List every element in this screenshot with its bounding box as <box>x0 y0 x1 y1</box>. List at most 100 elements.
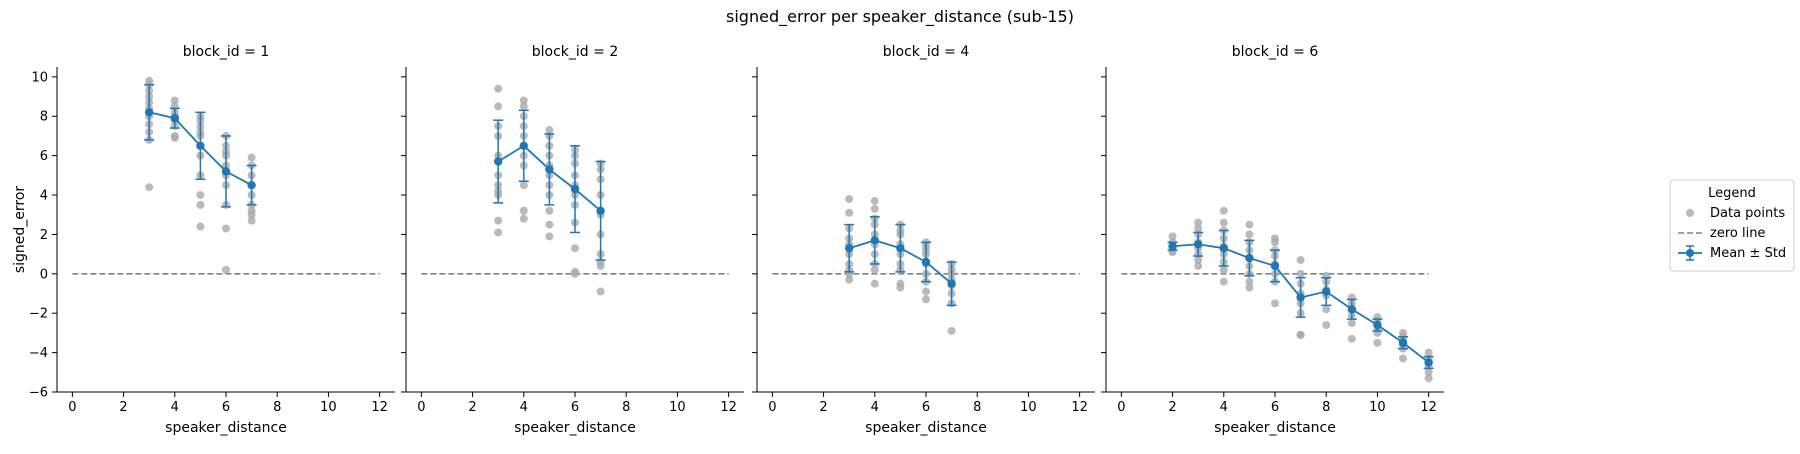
mean-marker <box>1219 244 1228 253</box>
x-axis-label: speaker_distance <box>1214 420 1336 436</box>
mean-marker <box>1373 320 1382 330</box>
mean-marker <box>1424 358 1433 367</box>
data-point <box>247 216 256 225</box>
y-tick-label: −6 <box>29 386 48 401</box>
data-point <box>1296 256 1305 265</box>
legend-frame <box>1669 179 1795 272</box>
panel-3: block_id = 4 0 2 4 6 8 10 12 speaker_distance <box>752 44 1095 436</box>
panel-title: block_id = 4 <box>883 44 970 60</box>
x-tick-label: 6 <box>922 400 930 415</box>
x-tick-label: 8 <box>973 400 981 415</box>
y-tick-label: 10 <box>31 70 48 85</box>
data-point <box>545 126 554 135</box>
legend-title: Legend <box>1708 186 1756 201</box>
data-point <box>922 295 930 304</box>
data-point <box>494 216 503 225</box>
data-point <box>519 102 528 111</box>
data-point <box>571 244 579 253</box>
x-tick-label: 4 <box>871 400 879 415</box>
y-tick-label: 4 <box>40 189 48 204</box>
data-point <box>1219 265 1228 274</box>
chart-title: signed_error per speaker_distance (sub-1… <box>726 7 1074 27</box>
data-point <box>1322 305 1331 314</box>
x-tick-label: 2 <box>819 400 827 415</box>
mean-marker <box>947 279 956 288</box>
x-tick-label: 2 <box>119 400 127 415</box>
data-point <box>1373 338 1382 347</box>
mean-marker <box>896 244 905 253</box>
data-point <box>196 191 205 200</box>
data-point <box>1194 256 1203 265</box>
data-point <box>571 269 579 278</box>
x-tick-label: 4 <box>171 400 179 415</box>
x-tick-label: 10 <box>320 400 337 415</box>
data-point <box>845 208 854 217</box>
data-point <box>1399 354 1408 363</box>
data-point <box>545 232 554 241</box>
data-point <box>222 265 230 274</box>
x-tick-label: 6 <box>222 400 230 415</box>
x-axis-label: speaker_distance <box>165 420 287 436</box>
data-point <box>1322 321 1331 330</box>
y-tick-label: −4 <box>29 346 48 361</box>
data-point <box>596 287 605 296</box>
legend: Legend Data points zero line Mean ± Std <box>1669 179 1795 272</box>
mean-marker <box>921 257 931 267</box>
x-tick-label: 2 <box>1168 400 1176 415</box>
x-tick-label: 10 <box>1020 400 1037 415</box>
panel-2: block_id = 2 0 2 4 6 8 10 12 speaker_distance <box>401 44 744 436</box>
x-tick-label: 12 <box>720 400 737 415</box>
legend-marker-points <box>1686 209 1694 217</box>
legend-entry: Data points <box>1710 206 1785 221</box>
panel-title: block_id = 6 <box>1232 44 1319 60</box>
x-axis-label: speaker_distance <box>865 420 987 436</box>
data-point <box>896 283 905 292</box>
mean-marker <box>1245 253 1254 263</box>
data-point <box>1194 224 1203 233</box>
panels-layer: block_id = 1 0 2 4 6 8 10 12 −6 −4 −2 0 2 4 6 8 10 speake… <box>12 44 1444 436</box>
data-point <box>1296 330 1305 339</box>
x-tick-label: 0 <box>417 400 425 415</box>
data-point <box>870 265 879 274</box>
y-axis-label: signed_error <box>12 186 28 274</box>
data-point <box>494 84 503 93</box>
data-point <box>1194 261 1203 270</box>
data-point <box>1245 230 1254 239</box>
data-point <box>1347 319 1356 328</box>
panel-1: block_id = 1 0 2 4 6 8 10 12 −6 −4 −2 0 2 4 6 8 10 speake… <box>12 44 395 436</box>
mean-marker <box>570 184 580 194</box>
data-point <box>845 275 854 284</box>
data-point <box>870 196 879 205</box>
x-tick-label: 8 <box>273 400 281 415</box>
data-point <box>170 96 179 105</box>
panel-4: block_id = 6 0 2 4 6 8 10 12 speaker_distance <box>1101 44 1444 436</box>
x-tick-label: 10 <box>669 400 686 415</box>
data-point <box>1219 277 1228 286</box>
data-point <box>1194 218 1203 227</box>
mean-marker <box>170 114 179 123</box>
data-point <box>1296 269 1305 278</box>
data-point <box>1424 374 1433 383</box>
x-axis-label: speaker_distance <box>514 420 636 436</box>
data-point <box>519 214 528 223</box>
data-point <box>1219 206 1228 215</box>
mean-marker <box>1347 305 1357 314</box>
data-point <box>494 228 503 237</box>
legend-entry: zero line <box>1710 226 1765 241</box>
x-tick-label: 12 <box>1071 400 1088 415</box>
data-point <box>1245 277 1254 286</box>
data-point <box>1347 334 1356 343</box>
mean-marker <box>247 180 256 190</box>
data-point <box>222 224 230 233</box>
data-point <box>1271 238 1279 247</box>
data-point <box>145 183 154 192</box>
legend-marker-mean-dot <box>1686 249 1694 257</box>
data-point <box>519 181 528 190</box>
legend-entry: Mean ± Std <box>1710 246 1786 261</box>
data-point <box>1271 299 1279 308</box>
data-point <box>922 287 930 296</box>
x-tick-label: 6 <box>571 400 579 415</box>
x-tick-label: 8 <box>622 400 630 415</box>
